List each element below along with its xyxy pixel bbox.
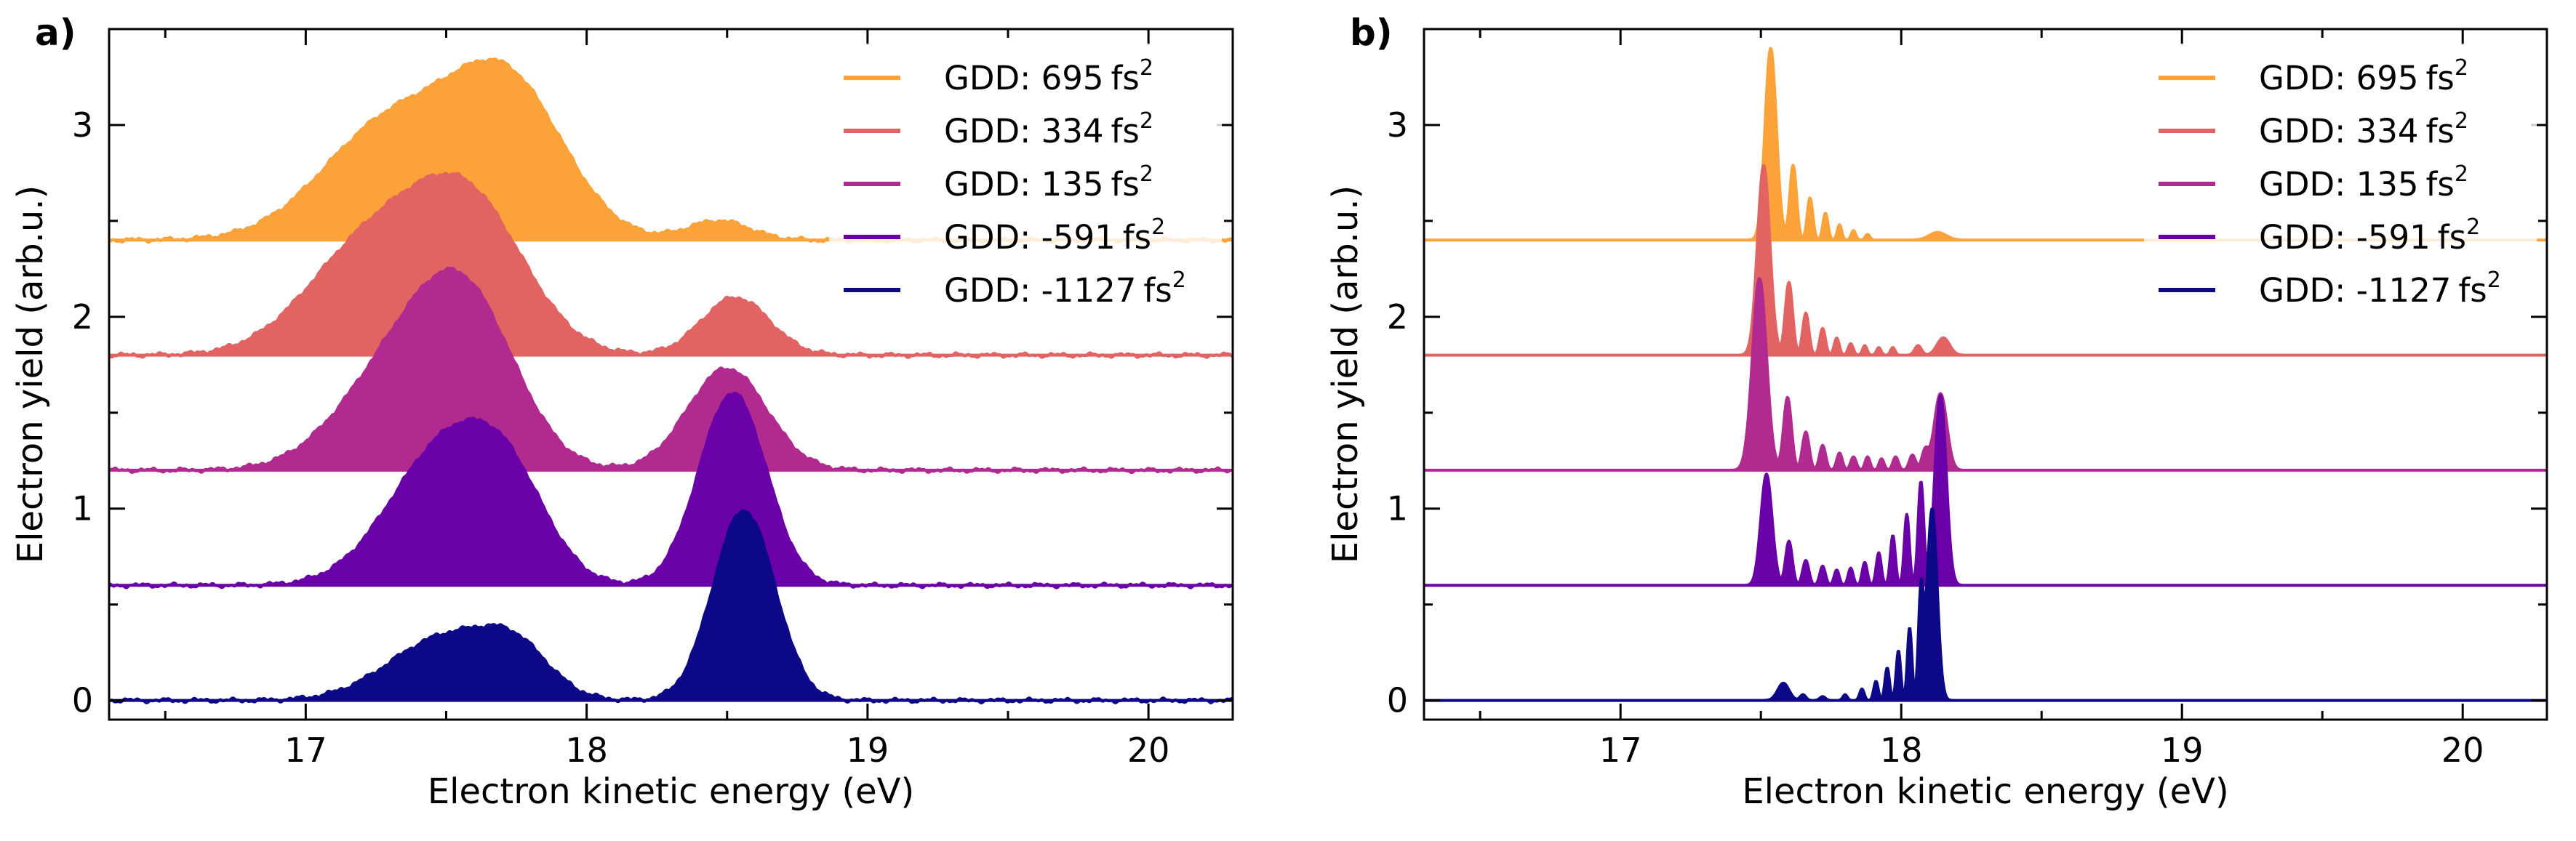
legend-entry: GDD: 334 fs2 bbox=[944, 108, 1153, 150]
legend-entry: GDD: -591 fs2 bbox=[2259, 214, 2480, 257]
series-1-area bbox=[1424, 164, 2547, 357]
legend-unit: fs bbox=[2458, 271, 2487, 310]
series-4-area bbox=[1424, 507, 2547, 702]
panel-label: b) bbox=[1350, 12, 1393, 54]
legend-name: GDD: -1127 bbox=[2259, 271, 2451, 310]
legend-unit-exponent: 2 bbox=[2466, 214, 2480, 240]
x-axis-label: Electron kinetic energy (eV) bbox=[1742, 771, 2228, 812]
legend-name: GDD: 334 bbox=[944, 112, 1104, 150]
legend-unit-exponent: 2 bbox=[2455, 108, 2468, 134]
x-tick-label: 18 bbox=[1880, 731, 1923, 770]
series-4-area bbox=[109, 509, 1233, 704]
series-2-area bbox=[1424, 277, 2547, 472]
plot-frame bbox=[1423, 28, 2548, 721]
legend-entry: GDD: 334 fs2 bbox=[2259, 108, 2468, 150]
x-tick-label: 19 bbox=[2161, 731, 2204, 770]
panel-label: a) bbox=[35, 12, 76, 54]
legend-unit-exponent: 2 bbox=[1140, 108, 1153, 134]
y-tick-label: 3 bbox=[72, 105, 93, 145]
legend-name: GDD: 135 bbox=[2259, 165, 2419, 204]
legend-entry: GDD: 695 fs2 bbox=[944, 55, 1153, 97]
legend-background bbox=[2144, 44, 2537, 309]
legend-entry: GDD: -1127 fs2 bbox=[944, 267, 1186, 310]
legend-entry: GDD: -1127 fs2 bbox=[2259, 267, 2501, 310]
legend-unit: fs bbox=[2426, 59, 2455, 97]
panel-b: 17 18 19 20 0 1 2 3 Electron kinetic energy (eV)… bbox=[1325, 12, 2548, 812]
legend-name: GDD: 695 bbox=[944, 59, 1104, 97]
x-tick-label: 19 bbox=[847, 731, 889, 770]
plot-area bbox=[1424, 47, 2547, 702]
legend-name: GDD: -591 bbox=[2259, 218, 2431, 257]
y-axis-label: Electron yield (arb.u.) bbox=[1325, 185, 1366, 563]
legend-name: GDD: -1127 bbox=[944, 271, 1136, 310]
legend-name: GDD: 135 bbox=[944, 165, 1104, 204]
legend-unit-exponent: 2 bbox=[2487, 267, 2501, 293]
legend-unit: fs bbox=[2426, 165, 2455, 204]
legend-unit: fs bbox=[1111, 59, 1140, 97]
legend-unit: fs bbox=[1143, 271, 1172, 310]
y-tick-label: 1 bbox=[72, 489, 93, 528]
legend-unit-exponent: 2 bbox=[2455, 55, 2468, 81]
legend-name: GDD: 695 bbox=[2259, 59, 2419, 97]
y-axis-label: Electron yield (arb.u.) bbox=[10, 185, 51, 563]
legend-name: GDD: 334 bbox=[2259, 112, 2419, 150]
y-tick-label: 2 bbox=[72, 297, 93, 337]
legend-entry: GDD: -591 fs2 bbox=[944, 214, 1165, 257]
series-1-area bbox=[109, 172, 1233, 359]
series-3-area bbox=[109, 391, 1233, 589]
series-3-area bbox=[1424, 394, 2547, 587]
legend-unit-exponent: 2 bbox=[1151, 214, 1165, 240]
legend-unit: fs bbox=[1123, 218, 1151, 257]
legend-unit: fs bbox=[2438, 218, 2466, 257]
x-tick-label: 20 bbox=[2441, 731, 2484, 770]
x-tick-label: 17 bbox=[284, 731, 327, 770]
legend-unit-exponent: 2 bbox=[1140, 55, 1153, 81]
legend-unit: fs bbox=[1111, 112, 1140, 150]
legend-entry: GDD: 695 fs2 bbox=[2259, 55, 2468, 97]
y-tick-label: 1 bbox=[1387, 489, 1408, 528]
x-tick-label: 20 bbox=[1127, 731, 1170, 770]
legend-unit: fs bbox=[2426, 112, 2455, 150]
legend-unit-exponent: 2 bbox=[1140, 161, 1153, 187]
series-2-area bbox=[109, 267, 1233, 475]
x-tick-label: 17 bbox=[1599, 731, 1642, 770]
y-tick-label: 3 bbox=[1387, 105, 1408, 145]
panel-a: 17 18 19 20 0 1 2 3 Electron kinetic energy (eV)… bbox=[10, 12, 1234, 812]
plot-frame bbox=[108, 28, 1234, 721]
legend-unit-exponent: 2 bbox=[1172, 267, 1186, 293]
legend-entry: GDD: 135 fs2 bbox=[2259, 161, 2468, 204]
x-axis-label: Electron kinetic energy (eV) bbox=[428, 771, 914, 812]
y-tick-label: 0 bbox=[72, 681, 93, 720]
y-tick-label: 2 bbox=[1387, 297, 1408, 337]
x-tick-label: 18 bbox=[565, 731, 608, 770]
legend-entry: GDD: 135 fs2 bbox=[944, 161, 1153, 204]
legend-unit: fs bbox=[1111, 165, 1140, 204]
legend-name: GDD: -591 bbox=[944, 218, 1116, 257]
legend-background bbox=[829, 44, 1222, 309]
legend-unit-exponent: 2 bbox=[2455, 161, 2468, 187]
y-tick-label: 0 bbox=[1387, 681, 1408, 720]
